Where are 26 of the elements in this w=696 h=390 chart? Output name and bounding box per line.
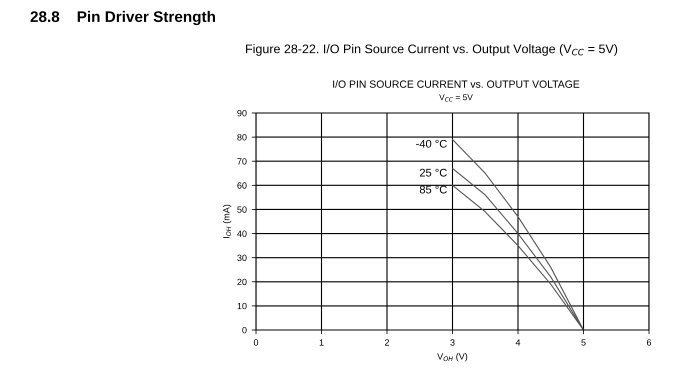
series-label: 85 °C <box>420 186 447 194</box>
chart-subtitle: V$_{CC}$ = 5V <box>439 94 473 102</box>
x-tick-label: 2 <box>384 339 390 346</box>
y-tick-label: 50 <box>237 206 247 213</box>
y-tick-label: 10 <box>238 302 247 310</box>
x-tick-label: 4 <box>516 339 520 346</box>
y-tick-label: 60 <box>237 182 247 189</box>
x-axis-title: V$_{OH}$ (V) <box>437 353 468 362</box>
series-label: 25 °C <box>420 168 447 177</box>
y-tick-label: 70 <box>237 158 247 165</box>
x-tick-label: 5 <box>581 339 586 346</box>
y-tick-label: 20 <box>237 278 247 286</box>
y-axis-title: I$_{OH}$ (mA) <box>222 204 232 238</box>
y-tick-label: 0 <box>242 326 247 334</box>
x-tick-label: 6 <box>646 339 652 346</box>
chart-title: I/O PIN SOURCE CURRENT vs. OUTPUT VOLTAGE <box>333 80 580 88</box>
y-tick-label: 30 <box>237 254 247 262</box>
x-tick-label: 1 <box>320 339 324 346</box>
series-label: -40 °C <box>416 140 447 148</box>
caption: Figure 28-22. I/O Pin Source Current vs. Output Voltage (V$_{CC}$ = 5V) <box>246 44 618 56</box>
x-tick-label: 3 <box>450 339 455 346</box>
y-tick-label: 80 <box>237 134 247 140</box>
x-tick-label: 0 <box>254 339 258 346</box>
y-tick-label: 90 <box>237 110 247 116</box>
text: 28.8 Pin Driver Strength <box>30 10 215 26</box>
y-tick-label: 40 <box>237 230 247 237</box>
